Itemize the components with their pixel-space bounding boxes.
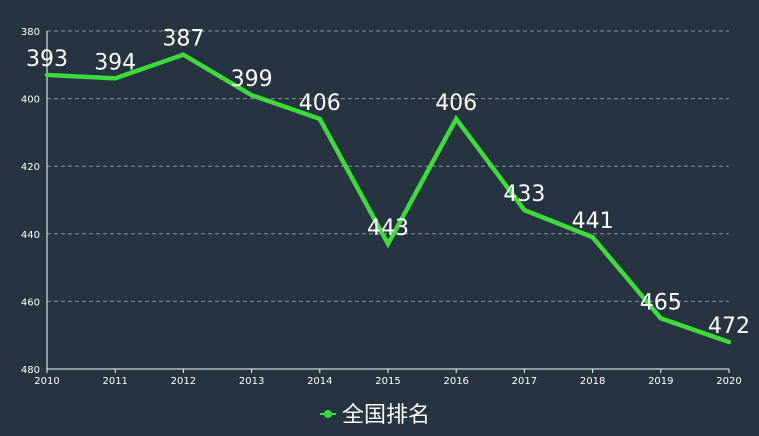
data-label-2016: 406 [435, 91, 477, 116]
axes [46, 31, 729, 370]
x-tick-label-2016: 2016 [443, 376, 468, 387]
series-line-0[interactable] [44, 52, 732, 345]
data-label-2020: 472 [708, 314, 750, 339]
data-label-2018: 441 [572, 209, 614, 234]
data-label-2019: 465 [640, 290, 682, 315]
x-axis-ticks: 2010 2011 2012 2013 2014 2015 2016 2017 2018 2019… [34, 369, 742, 387]
x-tick-label-2020: 2020 [716, 376, 741, 387]
series-lines [44, 52, 732, 345]
y-axis-ticks: 380 400 420 440 460 480 [21, 27, 40, 376]
x-tick-label-2013: 2013 [239, 376, 264, 387]
data-labels: 393 394 387 399 406 443 406 433 441 465 472 [26, 27, 750, 339]
legend-label[interactable]: 全国排名 [342, 403, 430, 428]
legend[interactable]: 全国排名 [320, 403, 430, 428]
y-tick-label-440: 440 [21, 230, 40, 241]
data-label-2017: 433 [503, 182, 545, 207]
y-tick-label-420: 420 [21, 162, 40, 173]
data-label-2013: 399 [231, 67, 273, 92]
x-tick-label-2019: 2019 [648, 376, 673, 387]
x-tick-label-2018: 2018 [580, 376, 605, 387]
data-label-2015: 443 [367, 216, 409, 241]
x-tick-label-2017: 2017 [512, 376, 537, 387]
x-tick-label-2011: 2011 [102, 376, 127, 387]
x-tick-label-2014: 2014 [307, 376, 332, 387]
y-tick-label-400: 400 [21, 95, 40, 106]
data-label-2014: 406 [299, 91, 341, 116]
y-tick-label-380: 380 [21, 27, 40, 38]
x-tick-label-2015: 2015 [375, 376, 400, 387]
x-tick-label-2010: 2010 [34, 376, 59, 387]
data-label-2012: 387 [162, 27, 204, 52]
x-tick-label-2012: 2012 [171, 376, 196, 387]
data-label-2011: 394 [94, 50, 136, 75]
data-label-2010: 393 [26, 47, 68, 72]
y-tick-label-460: 460 [21, 297, 40, 308]
y-tick-label-480: 480 [21, 365, 40, 376]
legend-dot-marker [324, 410, 332, 418]
grid-lines [47, 30, 729, 302]
